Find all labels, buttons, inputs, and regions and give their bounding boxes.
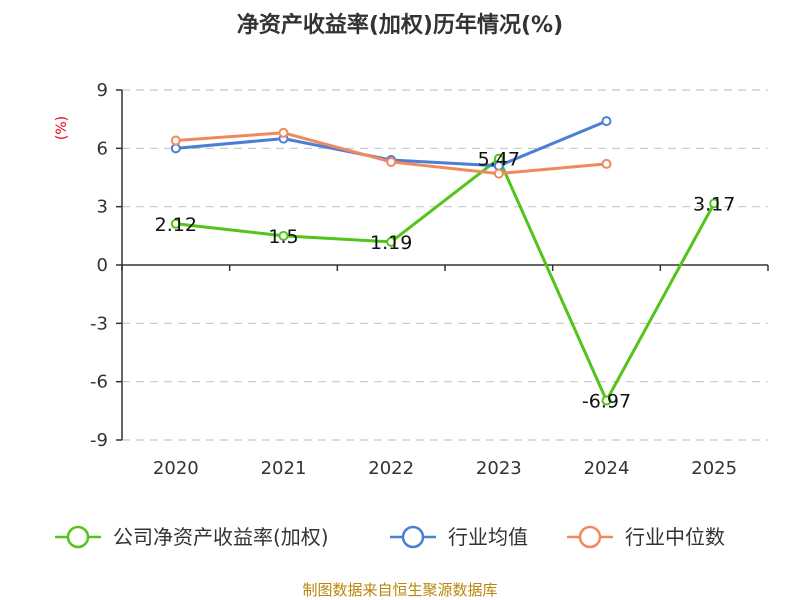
x-tick-label: 2022 [368,458,414,479]
y-tick-label: -9 [90,430,108,451]
axes [116,89,769,441]
y-tick-label: -3 [90,313,108,334]
data-label: 3.17 [693,193,735,215]
series-group [170,116,720,406]
data-label: -6.97 [582,391,631,413]
y-tick-label: 3 [97,197,108,218]
data-point [601,116,612,127]
legend-marker [578,525,602,549]
data-labels: 2.12 1.5 1.19 5.47 -6.97 3.17 [155,149,736,413]
x-tick-label: 2025 [691,458,737,479]
y-axis-label: (%) [54,116,70,140]
series-line [175,157,716,403]
legend-label: 公司净资产收益率(加权) [113,525,329,549]
chart-title: 净资产收益率(加权)历年情况(%) [237,12,563,38]
x-tick-label: 2023 [476,458,522,479]
data-point [493,168,504,179]
tick-labels: 9 6 3 0 -3 -6 -9 2020 2021 2022 2023 2024 2025 [90,80,737,479]
x-tick-label: 2024 [584,458,630,479]
series-line [175,131,607,176]
grid-lines [122,89,768,441]
legend-label: 行业均值 [448,525,528,549]
data-label: 2.12 [155,214,197,236]
legend: 公司净资产收益率(加权) 行业均值 行业中位数 [55,525,725,549]
data-point [170,218,181,229]
x-tick-label: 2020 [153,458,199,479]
data-point [601,395,612,406]
data-point [278,127,289,138]
data-point [601,158,612,169]
data-label: 1.5 [268,226,298,248]
legend-marker [66,525,90,549]
y-tick-label: 0 [97,255,108,276]
x-tick-label: 2021 [261,458,307,479]
y-tick-label: 9 [97,80,108,101]
y-tick-label: -6 [90,372,108,393]
data-point [170,135,181,146]
data-point [278,230,289,241]
legend-label: 行业中位数 [625,525,725,549]
y-tick-label: 6 [97,138,108,159]
source-note: 制图数据来自恒生聚源数据库 [302,581,497,599]
legend-marker [401,525,425,549]
data-label: 1.19 [370,232,412,254]
data-point [386,156,397,167]
data-point [709,198,720,209]
data-point [386,236,397,247]
data-label: 5.47 [478,149,520,171]
